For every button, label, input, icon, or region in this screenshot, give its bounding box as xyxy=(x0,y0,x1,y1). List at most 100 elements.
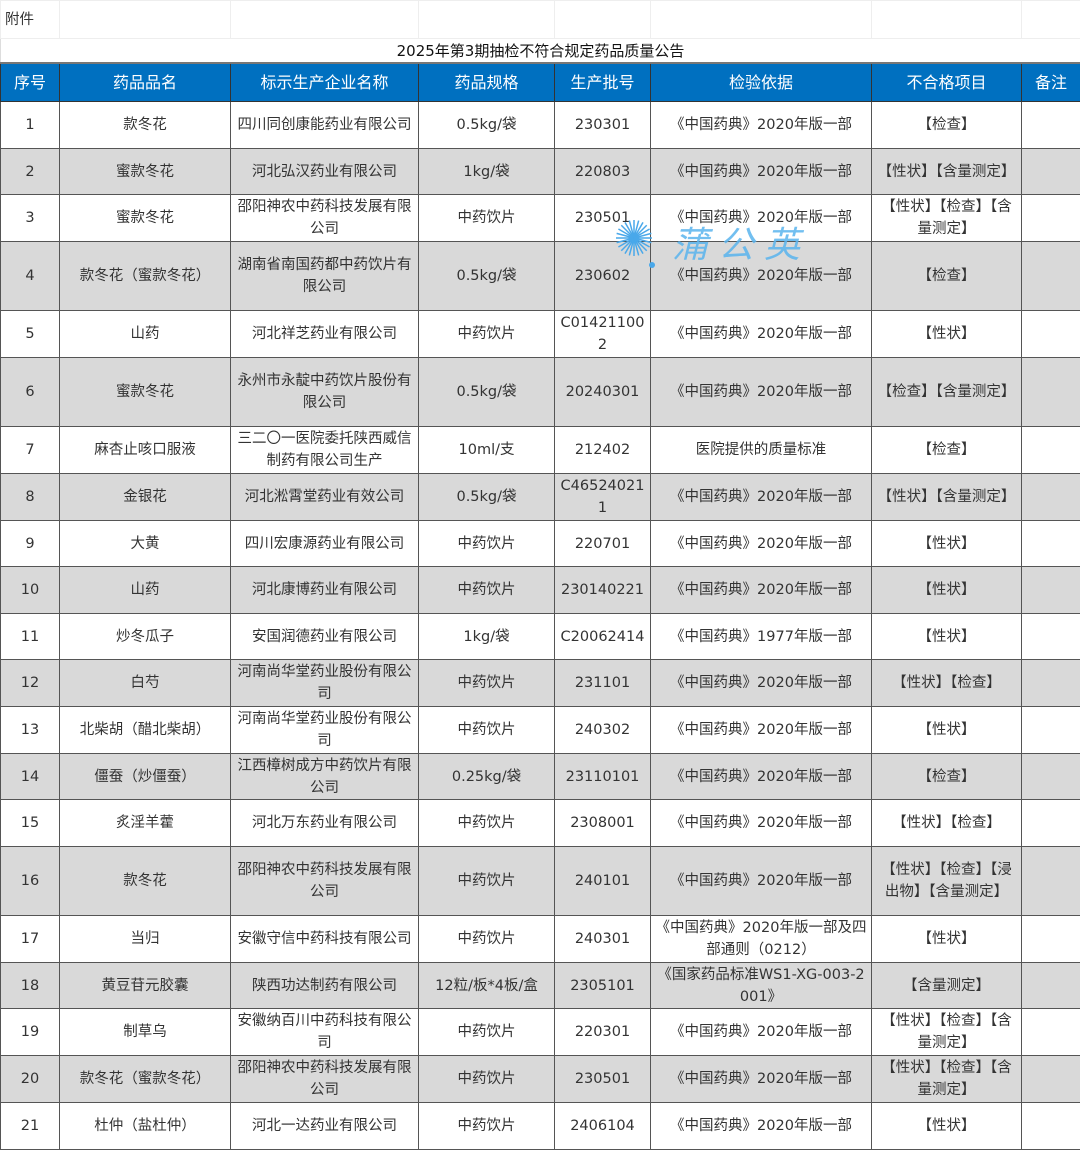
cell-failed-items: 【性状】【检查】【含量测定】 xyxy=(871,1008,1022,1056)
cell-manufacturer: 永州市永靛中药饮片股份有限公司 xyxy=(230,357,419,427)
cell-seq: 3 xyxy=(0,194,60,242)
cell-remarks xyxy=(1021,357,1080,427)
cell-batch: 230140221 xyxy=(554,566,651,614)
cell-spec: 中药饮片 xyxy=(418,1008,555,1056)
cell-name: 蜜款冬花 xyxy=(59,148,231,195)
cell-standard: 《中国药典》2020年版一部 xyxy=(650,241,872,311)
cell-batch: 230501 xyxy=(554,1055,651,1103)
table-row: 10 山药 河北康博药业有限公司 中药饮片 230140221 《中国药典》2020年版一… xyxy=(0,566,1080,614)
cell-remarks xyxy=(1021,566,1080,614)
cell-failed-items: 【检查】【含量测定】 xyxy=(871,357,1022,427)
cell-name: 蜜款冬花 xyxy=(59,194,231,242)
cell-remarks xyxy=(1021,241,1080,311)
header-row: 序号 药品品名 标示生产企业名称 药品规格 生产批号 检验依据 不合格项目 备注 xyxy=(0,62,1080,102)
cell-seq: 7 xyxy=(0,426,60,474)
cell-standard: 医院提供的质量标准 xyxy=(650,426,872,474)
cell-manufacturer: 三二〇一医院委托陕西威信制药有限公司生产 xyxy=(230,426,419,474)
cell-remarks xyxy=(1021,962,1080,1009)
cell-remarks xyxy=(1021,799,1080,847)
cell-remarks xyxy=(1021,1008,1080,1056)
cell-remarks xyxy=(1021,753,1080,800)
cell-manufacturer: 河北康博药业有限公司 xyxy=(230,566,419,614)
cell-remarks xyxy=(1021,473,1080,521)
table-title: 2025年第3期抽检不符合规定药品质量公告 xyxy=(0,38,1080,64)
cell-manufacturer: 安国润德药业有限公司 xyxy=(230,613,419,660)
table-row: 14 僵蚕（炒僵蚕） 江西樟树成方中药饮片有限公司 0.25kg/袋 23110101 《… xyxy=(0,753,1080,800)
cell-seq: 11 xyxy=(0,613,60,660)
cell-name: 杜仲（盐杜仲） xyxy=(59,1102,231,1150)
cell-spec: 0.5kg/袋 xyxy=(418,101,555,149)
cell-spec: 中药饮片 xyxy=(418,799,555,847)
cell-spec: 0.5kg/袋 xyxy=(418,357,555,427)
cell-batch: C465240211 xyxy=(554,473,651,521)
cell-spec: 中药饮片 xyxy=(418,659,555,707)
cell-seq: 13 xyxy=(0,706,60,754)
cell-manufacturer: 河北祥芝药业有限公司 xyxy=(230,310,419,358)
table-row: 20 款冬花（蜜款冬花） 邵阳神农中药科技发展有限公司 中药饮片 230501 《中国药典… xyxy=(0,1055,1080,1103)
cell-name: 当归 xyxy=(59,915,231,963)
cell-spec: 0.5kg/袋 xyxy=(418,473,555,521)
cell-spec: 中药饮片 xyxy=(418,194,555,242)
cell-seq: 19 xyxy=(0,1008,60,1056)
cell-name: 炙淫羊藿 xyxy=(59,799,231,847)
table-row: 4 款冬花（蜜款冬花） 湖南省南国药都中药饮片有限公司 0.5kg/袋 230602 《中… xyxy=(0,241,1080,311)
cell-remarks xyxy=(1021,706,1080,754)
cell-seq: 2 xyxy=(0,148,60,195)
table-row: 8 金银花 河北淞霄堂药业有效公司 0.5kg/袋 C465240211 《中国药典》20… xyxy=(0,473,1080,521)
cell-failed-items: 【性状】【检查】【含量测定】 xyxy=(871,194,1022,242)
cell-failed-items: 【含量测定】 xyxy=(871,962,1022,1009)
cell-failed-items: 【性状】 xyxy=(871,1102,1022,1150)
cell-standard: 《中国药典》2020年版一部 xyxy=(650,310,872,358)
cell-batch: 2305101 xyxy=(554,962,651,1009)
cell-manufacturer: 河南尚华堂药业股份有限公司 xyxy=(230,659,419,707)
cell-name: 僵蚕（炒僵蚕） xyxy=(59,753,231,800)
cell-standard: 《中国药典》2020年版一部 xyxy=(650,846,872,916)
cell-standard: 《中国药典》2020年版一部 xyxy=(650,566,872,614)
cell-remarks xyxy=(1021,613,1080,660)
cell-remarks xyxy=(1021,310,1080,358)
cell-remarks xyxy=(1021,915,1080,963)
cell-batch: 23110101 xyxy=(554,753,651,800)
cell-standard: 《中国药典》2020年版一部 xyxy=(650,659,872,707)
table-row: 5 山药 河北祥芝药业有限公司 中药饮片 C014211002 《中国药典》2020年版一… xyxy=(0,310,1080,358)
cell-failed-items: 【性状】 xyxy=(871,613,1022,660)
cell-manufacturer: 湖南省南国药都中药饮片有限公司 xyxy=(230,241,419,311)
cell-seq: 20 xyxy=(0,1055,60,1103)
cell-seq: 10 xyxy=(0,566,60,614)
cell-manufacturer: 江西樟树成方中药饮片有限公司 xyxy=(230,753,419,800)
cell-failed-items: 【检查】 xyxy=(871,753,1022,800)
cell-batch: 2308001 xyxy=(554,799,651,847)
cell-name: 大黄 xyxy=(59,520,231,567)
cell-standard: 《中国药典》2020年版一部 xyxy=(650,194,872,242)
cell-name: 北柴胡（醋北柴胡） xyxy=(59,706,231,754)
cell-remarks xyxy=(1021,1055,1080,1103)
cell-failed-items: 【性状】【检查】【含量测定】 xyxy=(871,1055,1022,1103)
cell-manufacturer: 邵阳神农中药科技发展有限公司 xyxy=(230,1055,419,1103)
cell-remarks xyxy=(1021,659,1080,707)
table-row: 11 炒冬瓜子 安国润德药业有限公司 1kg/袋 C20062414 《中国药典》1977… xyxy=(0,613,1080,660)
cell-spec: 中药饮片 xyxy=(418,846,555,916)
cell-batch: 230501 xyxy=(554,194,651,242)
cell-spec: 中药饮片 xyxy=(418,310,555,358)
cell-seq: 6 xyxy=(0,357,60,427)
cell-seq: 5 xyxy=(0,310,60,358)
cell-manufacturer: 四川同创康能药业有限公司 xyxy=(230,101,419,149)
cell-failed-items: 【性状】 xyxy=(871,706,1022,754)
cell-standard: 《中国药典》2020年版一部 xyxy=(650,520,872,567)
attachment-row: 附件 xyxy=(0,0,1080,39)
cell-failed-items: 【检查】 xyxy=(871,241,1022,311)
cell-standard: 《中国药典》2020年版一部及四部通则（0212） xyxy=(650,915,872,963)
cell-manufacturer: 邵阳神农中药科技发展有限公司 xyxy=(230,194,419,242)
cell-remarks xyxy=(1021,426,1080,474)
table-row: 12 白芍 河南尚华堂药业股份有限公司 中药饮片 231101 《中国药典》2020年版一… xyxy=(0,659,1080,707)
cell-spec: 1kg/袋 xyxy=(418,148,555,195)
title-row: 2025年第3期抽检不符合规定药品质量公告 xyxy=(0,38,1080,64)
cell-manufacturer: 河南尚华堂药业股份有限公司 xyxy=(230,706,419,754)
cell-failed-items: 【性状】 xyxy=(871,915,1022,963)
cell-batch: 240301 xyxy=(554,915,651,963)
cell-batch: 240302 xyxy=(554,706,651,754)
cell-batch: 2406104 xyxy=(554,1102,651,1150)
cell-batch: 230301 xyxy=(554,101,651,149)
cell-seq: 12 xyxy=(0,659,60,707)
cell-manufacturer: 四川宏康源药业有限公司 xyxy=(230,520,419,567)
